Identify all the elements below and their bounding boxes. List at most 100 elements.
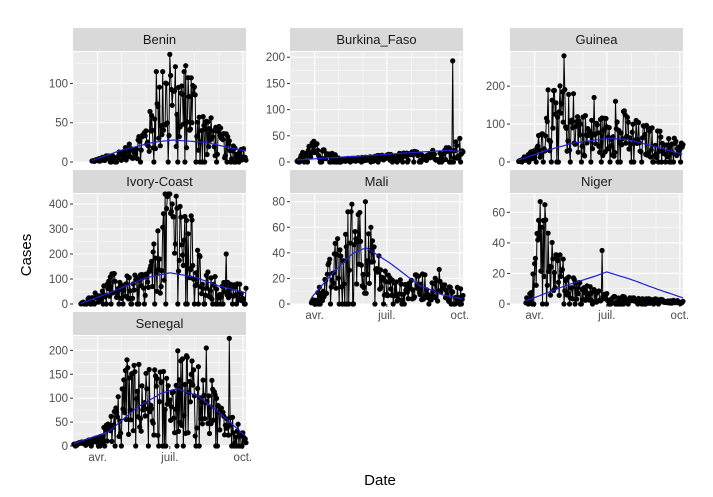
- data-point: [167, 51, 173, 58]
- data-point: [153, 383, 159, 389]
- data-point: [217, 427, 223, 433]
- data-point: [141, 301, 147, 307]
- data-point: [589, 117, 595, 123]
- data-point: [574, 114, 581, 120]
- data-point: [102, 443, 108, 449]
- data-point: [199, 128, 205, 134]
- data-point: [612, 294, 618, 300]
- data-point: [193, 270, 199, 276]
- data-point: [123, 157, 129, 163]
- data-point: [179, 91, 186, 97]
- series-line: [518, 55, 684, 163]
- data-point: [651, 159, 657, 165]
- data-point: [121, 287, 127, 293]
- data-point: [199, 281, 205, 287]
- data-point: [549, 239, 555, 246]
- data-point: [125, 365, 131, 371]
- data-point: [594, 122, 600, 128]
- x-axis-title: Date: [364, 472, 396, 489]
- data-point: [182, 381, 188, 388]
- data-point: [195, 147, 201, 153]
- data-point: [182, 213, 188, 220]
- data-point: [548, 264, 554, 270]
- data-point: [108, 301, 114, 307]
- data-point: [400, 291, 407, 297]
- data-point: [206, 126, 213, 132]
- data-point: [126, 275, 132, 281]
- data-point: [173, 382, 179, 388]
- data-point: [146, 366, 152, 373]
- data-point: [551, 270, 558, 276]
- data-point: [348, 209, 354, 215]
- data-point: [575, 149, 581, 155]
- data-point: [198, 416, 204, 422]
- data-point: [181, 412, 187, 419]
- data-point: [175, 159, 181, 165]
- data-point: [458, 286, 464, 292]
- data-point: [161, 277, 167, 283]
- data-point: [627, 135, 633, 141]
- data-point: [151, 432, 157, 438]
- data-point: [398, 281, 404, 287]
- data-point: [153, 69, 159, 75]
- data-point: [152, 116, 158, 122]
- data-point: [126, 375, 132, 381]
- data-point: [147, 108, 153, 115]
- data-point: [200, 114, 206, 120]
- data-point: [397, 277, 403, 283]
- data-point: [194, 282, 200, 288]
- data-point: [166, 132, 172, 139]
- data-point: [150, 420, 156, 426]
- data-point: [164, 120, 170, 126]
- data-point: [114, 293, 120, 299]
- data-point: [192, 92, 198, 98]
- data-point: [199, 399, 205, 405]
- data-point: [142, 133, 148, 139]
- data-point: [541, 273, 547, 280]
- data-point: [163, 301, 169, 307]
- data-point: [555, 258, 561, 264]
- data-point: [150, 249, 156, 255]
- data-point: [385, 293, 391, 299]
- data-point: [175, 348, 181, 354]
- facet-guinea: Guinea 0 100 200: [486, 28, 686, 169]
- data-point: [551, 87, 558, 94]
- data-point: [209, 377, 215, 383]
- data-point: [597, 149, 603, 155]
- data-point: [530, 271, 536, 277]
- data-point: [382, 268, 388, 274]
- data-point: [617, 159, 623, 165]
- data-point: [352, 229, 358, 235]
- data-point: [180, 443, 186, 449]
- data-point: [582, 297, 589, 303]
- data-point: [185, 430, 191, 436]
- data-point: [239, 443, 245, 449]
- data-point: [138, 147, 144, 153]
- data-point: [659, 159, 665, 165]
- data-point: [169, 201, 175, 207]
- data-point: [335, 236, 341, 242]
- data-point: [218, 294, 224, 300]
- data-point: [149, 127, 155, 133]
- data-point: [431, 151, 437, 157]
- data-point: [628, 141, 634, 147]
- data-point: [612, 98, 619, 104]
- data-point: [145, 279, 151, 285]
- data-point: [121, 377, 127, 383]
- data-point: [112, 278, 118, 284]
- data-point: [443, 287, 449, 293]
- data-point: [179, 422, 185, 428]
- facet-title: Senegal: [136, 316, 184, 331]
- data-point: [205, 119, 211, 125]
- data-point: [190, 262, 196, 269]
- data-point: [191, 276, 197, 282]
- data-point: [235, 421, 241, 427]
- data-point: [134, 388, 140, 394]
- data-point: [160, 127, 167, 133]
- y-tick-label: 200: [49, 249, 68, 261]
- x-tick-label: oct.: [451, 310, 470, 322]
- data-point: [105, 286, 111, 292]
- data-point: [190, 382, 196, 388]
- data-point: [159, 379, 165, 385]
